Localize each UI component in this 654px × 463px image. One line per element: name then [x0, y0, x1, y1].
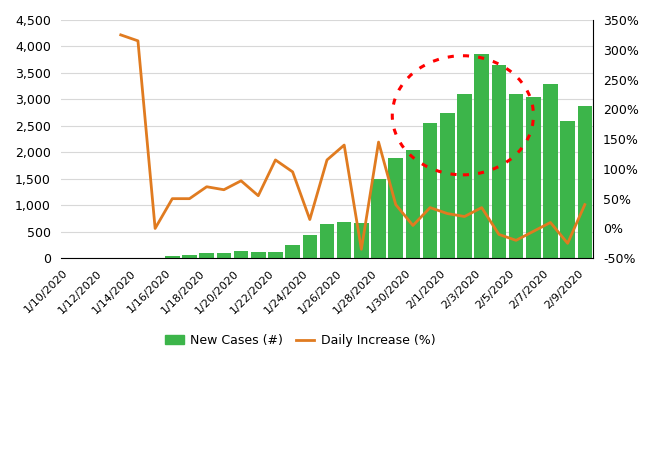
Bar: [303, 235, 317, 258]
Bar: [216, 253, 231, 258]
Bar: [182, 255, 197, 258]
Bar: [354, 223, 369, 258]
Bar: [543, 83, 558, 258]
Bar: [337, 222, 351, 258]
Bar: [371, 179, 386, 258]
Bar: [440, 113, 455, 258]
Bar: [233, 251, 249, 258]
Bar: [509, 94, 523, 258]
Bar: [492, 65, 506, 258]
Bar: [457, 94, 472, 258]
Legend: New Cases (#), Daily Increase (%): New Cases (#), Daily Increase (%): [160, 329, 440, 352]
Bar: [423, 123, 438, 258]
Bar: [285, 245, 300, 258]
Bar: [560, 120, 575, 258]
Bar: [577, 106, 592, 258]
Bar: [405, 150, 421, 258]
Bar: [526, 97, 541, 258]
Bar: [268, 252, 283, 258]
Bar: [165, 256, 180, 258]
Bar: [388, 157, 403, 258]
Bar: [320, 224, 334, 258]
Bar: [251, 252, 266, 258]
Bar: [199, 253, 214, 258]
Bar: [474, 54, 489, 258]
